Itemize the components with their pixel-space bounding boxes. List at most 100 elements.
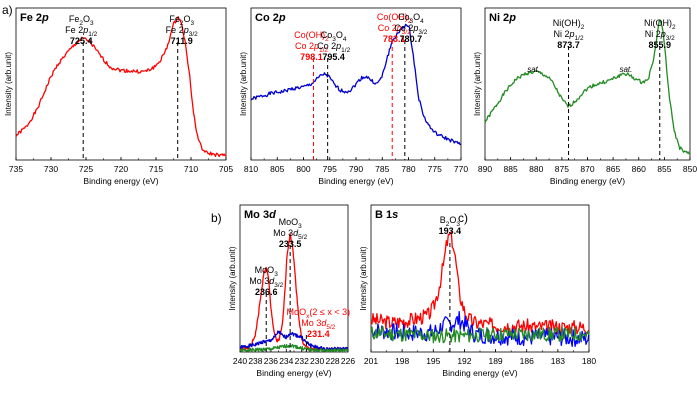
- x-tick-label: 850: [683, 164, 697, 174]
- x-tick-label: 238: [248, 356, 262, 366]
- panel-title: Co 2p: [255, 12, 286, 24]
- peak-label: 855.9: [648, 40, 671, 50]
- peak-label: Co(OH)2: [377, 12, 412, 25]
- y-axis-label: Intensity (arb.unit): [473, 52, 482, 116]
- x-tick-label: 720: [114, 164, 128, 174]
- peak-label: 780.7: [400, 34, 423, 44]
- peak-label: Co3O4: [398, 12, 424, 25]
- satellite-label: sat.: [527, 65, 540, 74]
- peak-label: MoO3: [255, 265, 279, 278]
- series-line: [484, 19, 691, 155]
- peak-label: 231.4: [307, 329, 330, 339]
- panel-co2p: 810 805 800 795 790 785 780 775 770 Binding energ…: [239, 7, 468, 186]
- satellite-label: sat.: [619, 65, 632, 74]
- x-tick-label: 800: [296, 164, 310, 174]
- x-tick-label: 735: [9, 164, 23, 174]
- x-tick-label: 232: [295, 356, 309, 366]
- y-axis-label: Intensity (arb.unit): [239, 52, 248, 116]
- x-tick-label: 880: [529, 164, 543, 174]
- peak-label: Co(OH)2: [294, 30, 329, 43]
- peak-label: B2O3: [440, 215, 461, 228]
- peak-label: Co 2p3/2: [394, 23, 427, 36]
- panel-title: Mo 3d: [244, 209, 276, 221]
- series-line: [370, 231, 590, 335]
- peak-label: Mo 3d5/2: [273, 228, 307, 241]
- x-tick-label: 186: [520, 356, 534, 366]
- figure-letter-a: a): [2, 3, 13, 17]
- x-tick-label: 228: [325, 356, 339, 366]
- peak-label: Fe 2p3/2: [166, 25, 198, 38]
- peak-label: Fe 2p1/2: [65, 25, 97, 38]
- peak-label: Co3O4: [321, 30, 347, 43]
- x-axis-label: Binding energy (eV): [550, 176, 625, 186]
- x-tick-label: 875: [555, 164, 569, 174]
- panel-ni2p: 890 885 880 875 870 865 860 855 850 Binding energ…: [473, 7, 697, 186]
- x-tick-label: 180: [582, 356, 596, 366]
- peak-label: Ni 2p3/2: [645, 29, 675, 42]
- y-axis-label: Intensity (arb.unit): [4, 52, 13, 116]
- peak-label: 193.4: [439, 226, 462, 236]
- x-tick-label: 855: [657, 164, 671, 174]
- x-tick-label: 795: [323, 164, 337, 174]
- peak-label: MoOx(2 ≤ x < 3): [287, 307, 351, 320]
- peak-label: Ni(OH)2: [644, 18, 676, 31]
- peak-label: 233.5: [279, 239, 302, 249]
- panel-title: B 1s: [375, 209, 398, 221]
- x-tick-label: 234: [279, 356, 293, 366]
- series-line: [250, 23, 462, 146]
- figure-letter-c: c): [458, 211, 468, 225]
- peak-label: Ni 2p1/2: [554, 29, 584, 42]
- series-line: [370, 326, 590, 344]
- y-axis-label: Intensity (arb.unit): [228, 246, 237, 310]
- panel-b1s: 201 198 195 192 189 186 183 180 Binding energy (…: [359, 204, 596, 378]
- x-tick-label: 730: [44, 164, 58, 174]
- x-tick-label: 860: [632, 164, 646, 174]
- x-tick-label: 710: [184, 164, 198, 174]
- x-tick-label: 805: [270, 164, 284, 174]
- x-axis-label: Binding energy (eV): [318, 176, 393, 186]
- peak-label: 798.1: [300, 52, 323, 62]
- panel-title: Ni 2p: [489, 12, 516, 24]
- peak-label: Co 2p1/2: [295, 41, 328, 54]
- peak-label: 873.7: [557, 40, 580, 50]
- peak-label: Mo 3d3/2: [249, 276, 283, 289]
- peak-label: 711.9: [171, 36, 193, 46]
- peak-label: 795.4: [322, 52, 345, 62]
- peak-label: Fe2O3: [169, 14, 194, 27]
- x-tick-label: 195: [426, 356, 440, 366]
- peak-label: 725.4: [70, 36, 93, 46]
- peak-label: Mo 3d5/2: [301, 318, 335, 331]
- panel-mo3d: 240 238 236 234 232 230 228 226 Binding energy (…: [228, 204, 355, 378]
- x-axis-label: Binding energy (eV): [256, 368, 331, 378]
- panel-fe2p: 735 730 725 720 715 710 705 Binding energy (eV)…: [4, 7, 233, 186]
- x-tick-label: 775: [428, 164, 442, 174]
- x-tick-label: 183: [551, 356, 565, 366]
- x-tick-label: 865: [606, 164, 620, 174]
- x-axis-label: Binding energy (eV): [83, 176, 158, 186]
- series-line: [239, 343, 349, 352]
- peak-label: MoO3: [279, 217, 303, 230]
- peak-label: 236.6: [255, 287, 278, 297]
- series-line: [15, 16, 227, 158]
- panel-title: Fe 2p: [20, 12, 49, 24]
- x-tick-label: 790: [349, 164, 363, 174]
- x-tick-label: 201: [364, 356, 378, 366]
- x-tick-label: 870: [580, 164, 594, 174]
- peak-label: Co 2p3/2: [378, 23, 411, 36]
- x-tick-label: 770: [454, 164, 468, 174]
- x-tick-label: 725: [79, 164, 93, 174]
- x-tick-label: 715: [149, 164, 163, 174]
- x-tick-label: 226: [341, 356, 355, 366]
- peak-label: Ni(OH)2: [553, 18, 585, 31]
- x-tick-label: 810: [244, 164, 258, 174]
- peak-label: Fe2O3: [69, 14, 94, 27]
- x-axis-label: Binding energy (eV): [442, 368, 517, 378]
- x-tick-label: 240: [233, 356, 247, 366]
- x-tick-label: 780: [401, 164, 415, 174]
- x-tick-label: 236: [264, 356, 278, 366]
- figure-letter-b: b): [211, 211, 222, 225]
- x-tick-label: 890: [478, 164, 492, 174]
- x-tick-label: 885: [504, 164, 518, 174]
- x-tick-label: 230: [310, 356, 324, 366]
- x-tick-label: 192: [457, 356, 471, 366]
